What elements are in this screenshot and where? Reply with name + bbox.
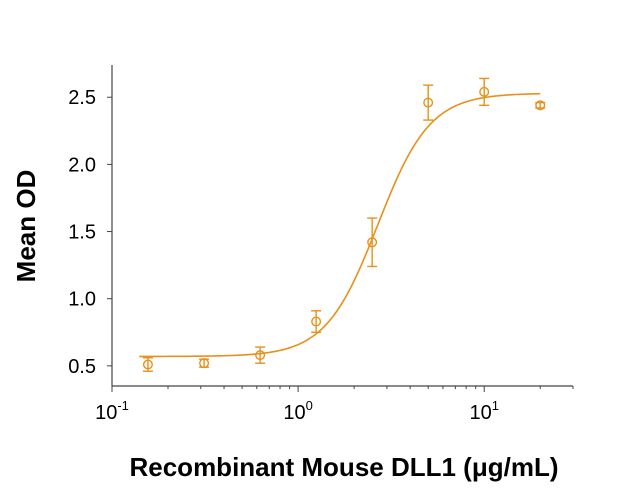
point-marker	[367, 237, 378, 248]
data-point	[255, 346, 266, 364]
axes	[111, 65, 573, 387]
point-marker	[423, 97, 434, 108]
data-point	[423, 84, 434, 121]
point-marker	[311, 316, 322, 327]
data-points	[142, 77, 546, 372]
data-point	[199, 358, 210, 369]
x-tick-label: 10-1	[95, 398, 129, 424]
y-ticks: 0.5 1.0 1.5 2.0 2.5	[68, 87, 112, 378]
point-marker	[479, 86, 490, 97]
x-axis-title: Recombinant Mouse DLL1 (μg/mL)	[129, 452, 558, 482]
data-point	[479, 77, 490, 106]
fit-curve	[139, 92, 541, 358]
x-ticks: 10-1 100 101	[95, 386, 574, 424]
y-tick-label: 1.5	[68, 222, 96, 244]
point-marker	[255, 350, 266, 361]
data-point	[142, 357, 153, 372]
y-tick-label: 1.0	[68, 289, 96, 311]
point-marker	[535, 100, 546, 111]
point-marker	[142, 359, 153, 370]
y-axis-title: Mean OD	[11, 170, 41, 283]
data-point	[535, 100, 546, 111]
x-tick-label: 100	[283, 398, 312, 424]
y-tick-label: 2.0	[68, 154, 96, 176]
data-point	[311, 310, 322, 333]
data-point	[367, 217, 378, 268]
point-marker	[199, 358, 210, 369]
y-tick-label: 0.5	[68, 356, 96, 378]
y-tick-label: 2.5	[68, 87, 96, 109]
x-tick-label: 101	[469, 398, 498, 424]
